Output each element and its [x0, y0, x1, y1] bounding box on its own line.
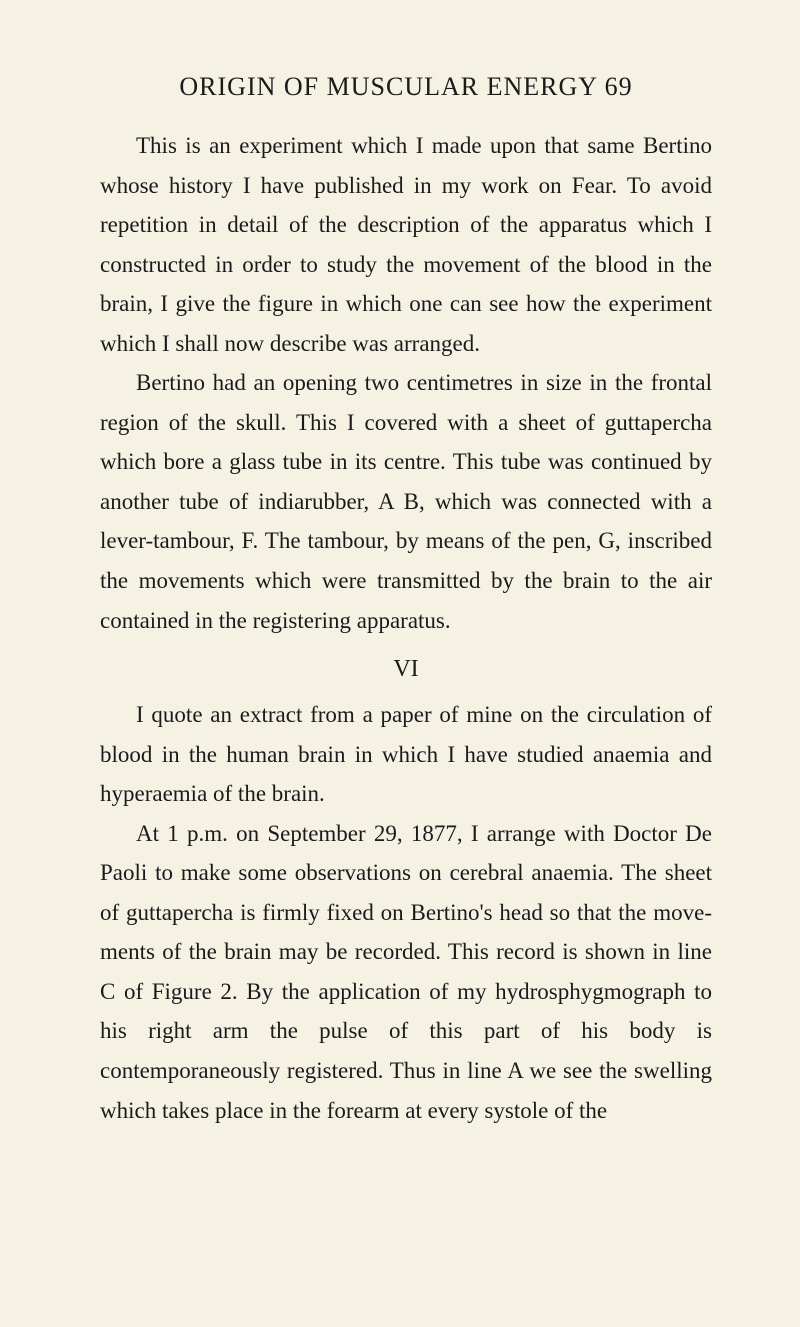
- page-number: 69: [605, 72, 633, 101]
- paragraph-3: I quote an extract from a paper of mine …: [100, 695, 712, 814]
- paragraph-2: Bertino had an opening two centimetres i…: [100, 363, 712, 640]
- header-title: ORIGIN OF MUSCULAR ENERGY: [179, 72, 597, 101]
- paragraph-1: This is an experiment which I made upon …: [100, 126, 712, 363]
- page-header: ORIGIN OF MUSCULAR ENERGY 69: [100, 72, 712, 102]
- section-number: VI: [100, 656, 712, 683]
- paragraph-4: At 1 p.m. on September 29, 1877, I arran…: [100, 814, 712, 1130]
